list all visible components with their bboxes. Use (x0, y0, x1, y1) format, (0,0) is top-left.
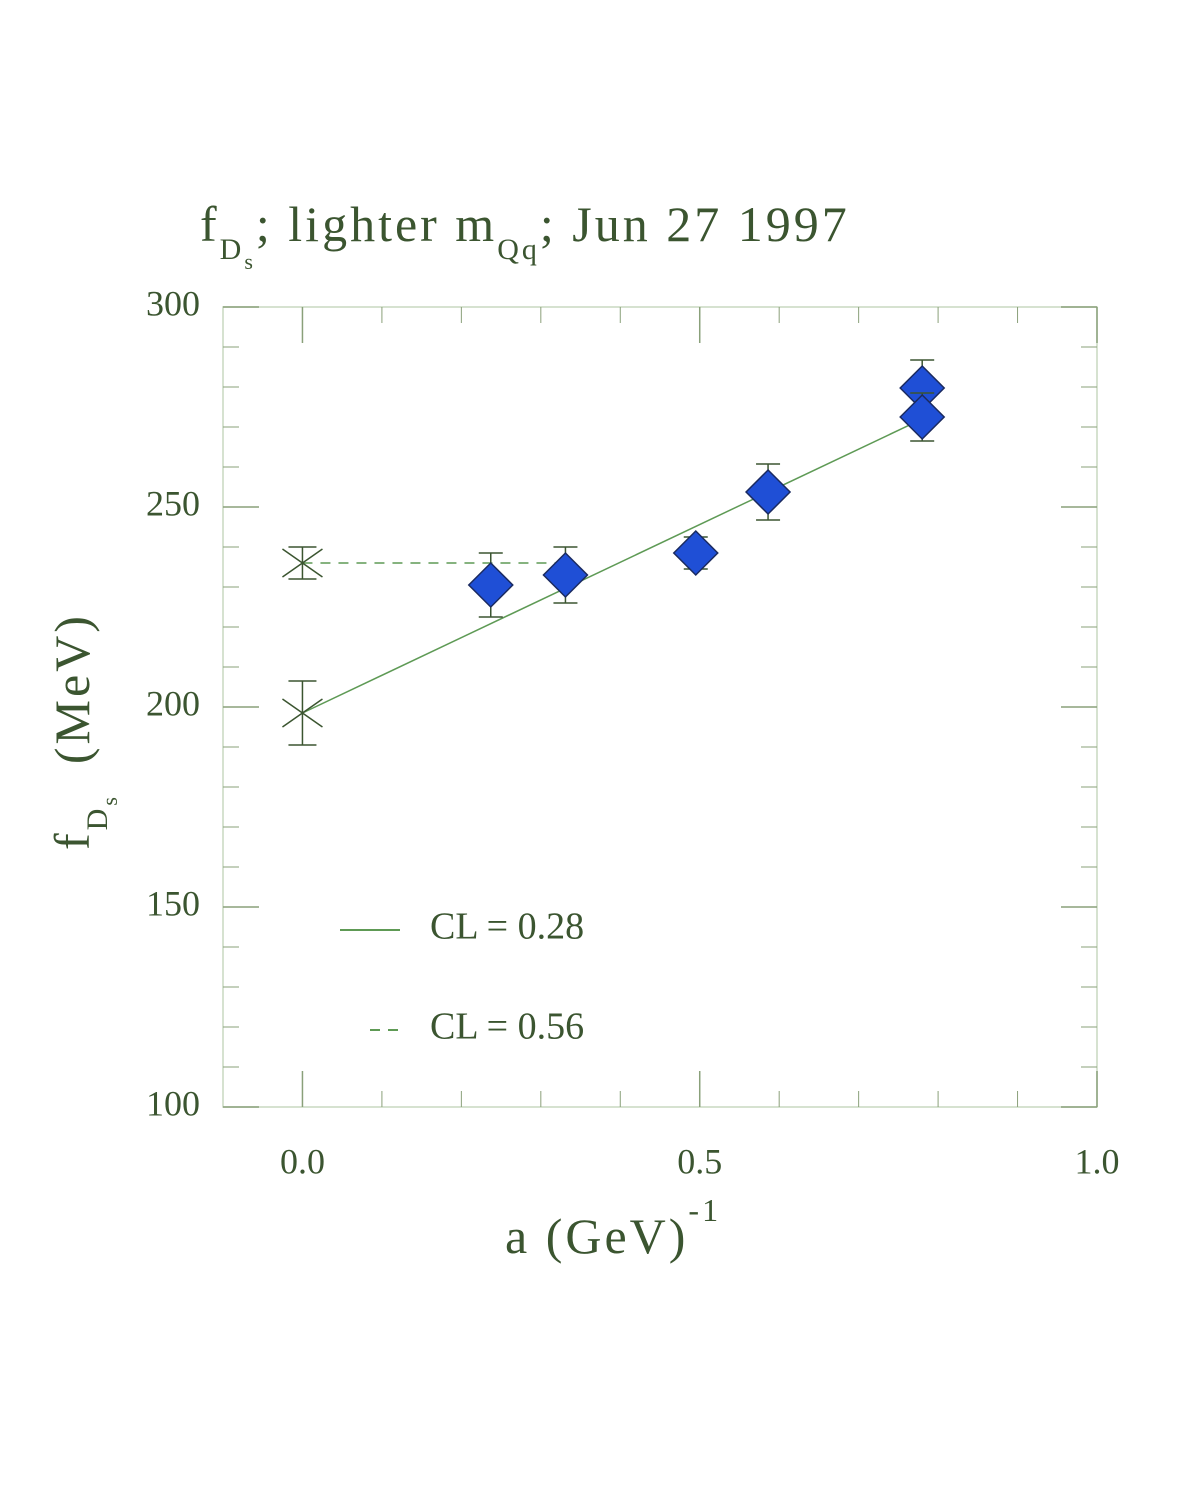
label-part: -1 (688, 1192, 721, 1228)
data-point (899, 393, 946, 441)
y-tick-label: 300 (146, 283, 200, 323)
label-part: (MeV) (44, 613, 100, 764)
label-part: D (81, 806, 114, 831)
legend-label: CL = 0.56 (430, 1006, 584, 1048)
data-point (672, 529, 719, 577)
y-tick-label: 250 (146, 483, 200, 523)
y-tick-label: 200 (146, 683, 200, 723)
label-part: s (97, 794, 122, 806)
x-tick-label: 1.0 (1075, 1141, 1120, 1181)
x-axis-label: a (GeV)-1 (505, 1192, 721, 1264)
x-tick-label: 0.5 (677, 1141, 722, 1181)
label-part: a (GeV) (505, 1208, 688, 1264)
extrapolated-point (282, 698, 323, 728)
label-part: f (44, 830, 100, 850)
title-part: f (200, 196, 220, 252)
x-tick-label: 0.0 (280, 1141, 325, 1181)
data-point (542, 551, 589, 599)
title-part: Qq (497, 233, 540, 266)
extrapolated-point (282, 548, 323, 578)
data-point (744, 468, 792, 516)
legend-label: CL = 0.28 (430, 906, 584, 948)
title-part: s (244, 249, 256, 274)
y-tick-label: 100 (146, 1083, 200, 1123)
title-part: D (220, 233, 245, 266)
data-point (467, 561, 514, 609)
title-part: ; lighter m (256, 196, 497, 252)
y-tick-label: 150 (146, 883, 200, 923)
chart-title: fDs; lighter mQq; Jun 27 1997 (200, 196, 850, 274)
fit-line (302, 418, 923, 714)
plot-frame (222, 306, 1098, 1108)
title-part: ; Jun 27 1997 (540, 196, 850, 252)
y-axis-label: fDs (MeV) (44, 613, 122, 850)
